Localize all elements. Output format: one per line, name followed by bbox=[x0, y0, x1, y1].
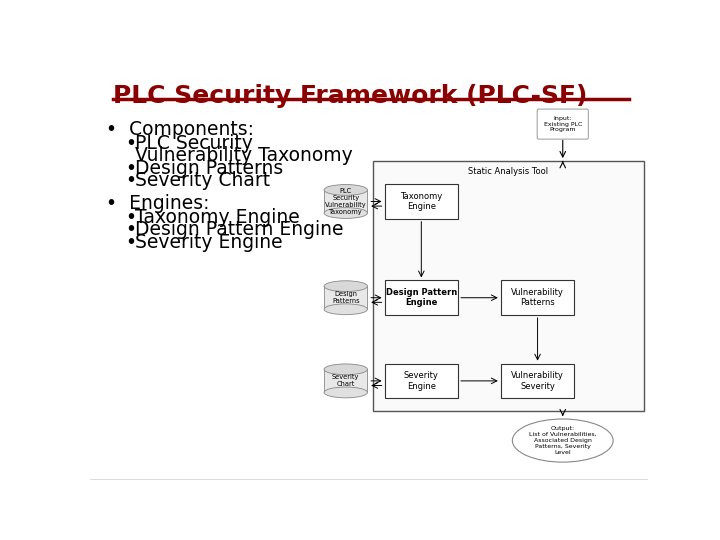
Text: •: • bbox=[125, 220, 136, 239]
Ellipse shape bbox=[324, 387, 367, 398]
Text: Severity Chart: Severity Chart bbox=[135, 171, 270, 190]
Text: Severity Engine: Severity Engine bbox=[135, 233, 282, 252]
Text: Design Pattern
Engine: Design Pattern Engine bbox=[386, 288, 457, 307]
FancyBboxPatch shape bbox=[324, 286, 367, 309]
Text: Design Patterns: Design Patterns bbox=[135, 159, 283, 178]
Ellipse shape bbox=[513, 419, 613, 462]
FancyBboxPatch shape bbox=[500, 363, 575, 398]
Text: •: • bbox=[125, 233, 136, 252]
FancyBboxPatch shape bbox=[500, 280, 575, 315]
FancyBboxPatch shape bbox=[537, 109, 588, 139]
Text: Input:
Existing PLC
Program: Input: Existing PLC Program bbox=[544, 116, 582, 132]
Text: Static Analysis Tool: Static Analysis Tool bbox=[469, 167, 549, 176]
Ellipse shape bbox=[324, 364, 367, 375]
Text: •: • bbox=[125, 171, 136, 190]
Text: •: • bbox=[125, 134, 136, 153]
Text: Vulnerability Taxonomy: Vulnerability Taxonomy bbox=[135, 146, 353, 165]
Text: •: • bbox=[125, 159, 136, 178]
Text: PLC Security Framework (PLC-SF): PLC Security Framework (PLC-SF) bbox=[113, 84, 588, 108]
FancyBboxPatch shape bbox=[324, 190, 367, 213]
Ellipse shape bbox=[324, 185, 367, 195]
Text: Output:
List of Vulnerabilities,
Associated Design
Patterns, Severity
Level: Output: List of Vulnerabilities, Associa… bbox=[529, 427, 597, 455]
Text: Severity
Chart: Severity Chart bbox=[332, 374, 359, 387]
FancyBboxPatch shape bbox=[373, 161, 644, 411]
Text: •  Engines:: • Engines: bbox=[106, 194, 209, 213]
Text: •: • bbox=[125, 208, 136, 227]
FancyBboxPatch shape bbox=[324, 369, 367, 393]
Text: Design Pattern Engine: Design Pattern Engine bbox=[135, 220, 343, 239]
Text: Taxonomy
Engine: Taxonomy Engine bbox=[400, 192, 442, 211]
Text: •  Components:: • Components: bbox=[106, 120, 253, 139]
Text: Design
Patterns: Design Patterns bbox=[332, 291, 359, 304]
Ellipse shape bbox=[324, 281, 367, 292]
Text: PLC
Security
Vulnerability
Taxonomy: PLC Security Vulnerability Taxonomy bbox=[325, 188, 366, 215]
Text: Vulnerability
Patterns: Vulnerability Patterns bbox=[511, 288, 564, 307]
Text: Taxonomy Engine: Taxonomy Engine bbox=[135, 208, 300, 227]
Text: Severity
Engine: Severity Engine bbox=[404, 371, 438, 390]
FancyBboxPatch shape bbox=[384, 184, 458, 219]
Text: PLC Security: PLC Security bbox=[135, 134, 253, 153]
Ellipse shape bbox=[324, 208, 367, 218]
FancyBboxPatch shape bbox=[384, 280, 458, 315]
Text: Vulnerability
Severity: Vulnerability Severity bbox=[511, 371, 564, 390]
Ellipse shape bbox=[324, 304, 367, 315]
FancyBboxPatch shape bbox=[384, 363, 458, 398]
